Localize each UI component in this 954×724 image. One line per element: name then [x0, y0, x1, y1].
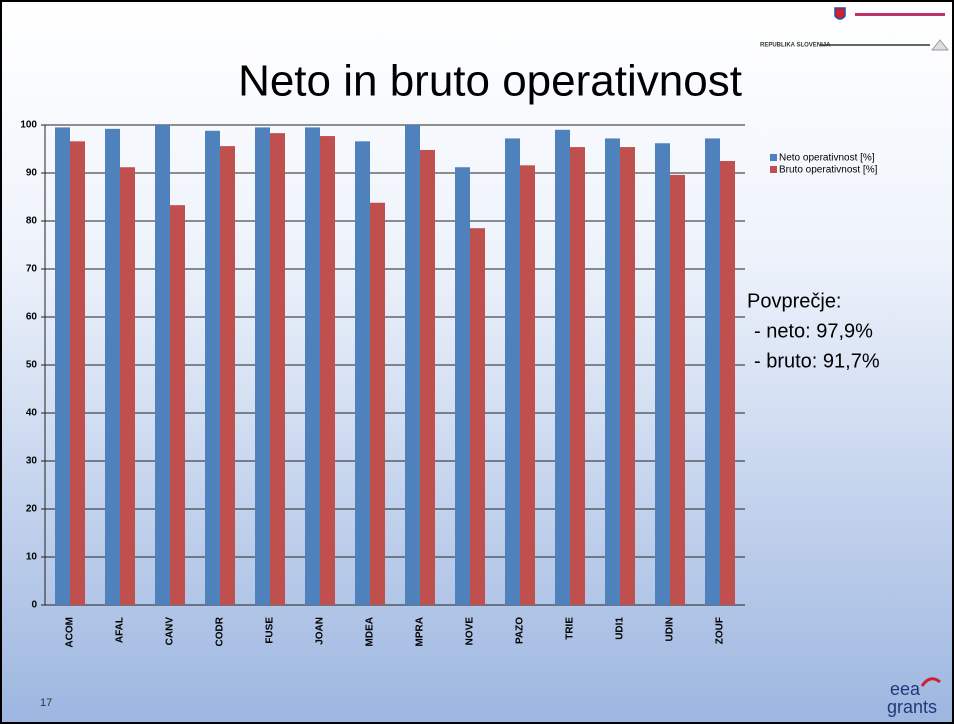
legend-label: Bruto operativnost [%]	[779, 165, 878, 176]
x-tick-label: FUSE	[265, 617, 276, 644]
bar	[255, 127, 270, 606]
bar	[220, 146, 235, 605]
y-tick-label: 60	[26, 312, 38, 323]
bar	[555, 129, 570, 606]
legend-label: Neto operativnost [%]	[779, 153, 875, 164]
x-tick-label: AFAL	[115, 617, 126, 643]
bar	[105, 128, 120, 605]
bar	[620, 147, 635, 605]
x-tick-label: UDI1	[615, 617, 626, 640]
y-tick-label: 100	[20, 120, 37, 131]
logo-text: REPUBLIKA SLOVENIJA	[760, 43, 831, 49]
x-tick-label: TRIE	[565, 617, 576, 640]
legend-swatch	[770, 154, 777, 161]
x-tick-label: MDEA	[365, 617, 376, 646]
bar	[355, 141, 370, 605]
y-tick-label: 30	[26, 456, 38, 467]
top-logo	[820, 7, 950, 51]
y-tick-label: 50	[26, 360, 38, 371]
bar	[70, 141, 85, 605]
bar	[655, 143, 670, 606]
y-tick-label: 40	[26, 408, 38, 419]
bar	[405, 125, 420, 605]
x-tick-label: NOVE	[465, 617, 476, 646]
bar	[420, 149, 435, 605]
bar	[455, 167, 470, 606]
chart-title: Neto in bruto operativnost	[238, 57, 742, 106]
brand-swoosh	[920, 677, 941, 687]
y-tick-label: 70	[26, 264, 38, 275]
y-tick-label: 20	[26, 504, 38, 515]
slide-number: 17	[40, 697, 52, 709]
bar	[605, 138, 620, 605]
bar	[120, 167, 135, 606]
x-tick-label: PAZO	[515, 617, 526, 644]
y-tick-label: 80	[26, 216, 38, 227]
brand: grants	[887, 697, 937, 717]
bar	[670, 174, 685, 606]
bar	[705, 138, 720, 605]
bar	[305, 127, 320, 606]
bar	[205, 130, 220, 605]
bar	[55, 127, 70, 606]
y-tick-label: 90	[26, 168, 38, 179]
y-tick-label: 0	[31, 600, 37, 611]
bar	[720, 161, 735, 605]
x-tick-label: CODR	[215, 616, 226, 646]
x-tick-label: ZOUF	[715, 617, 726, 644]
bar	[370, 202, 385, 605]
bar	[170, 205, 185, 605]
bar	[320, 136, 335, 606]
annotation: Povprečje:	[747, 290, 842, 312]
x-tick-label: MPRA	[415, 617, 426, 646]
y-tick-label: 10	[26, 552, 38, 563]
brand: eea	[890, 679, 921, 699]
x-tick-label: ACOM	[65, 617, 76, 648]
annotation: - neto: 97,9%	[754, 320, 873, 342]
x-tick-label: JOAN	[315, 617, 326, 645]
bar	[155, 125, 170, 605]
bar	[570, 147, 585, 605]
bar	[520, 165, 535, 605]
legend-swatch	[770, 166, 777, 173]
annotation: - bruto: 91,7%	[754, 350, 880, 372]
x-tick-label: UDIN	[665, 617, 676, 641]
bar	[505, 138, 520, 605]
bar	[270, 133, 285, 605]
bar	[470, 228, 485, 605]
x-tick-label: CANV	[165, 617, 176, 646]
